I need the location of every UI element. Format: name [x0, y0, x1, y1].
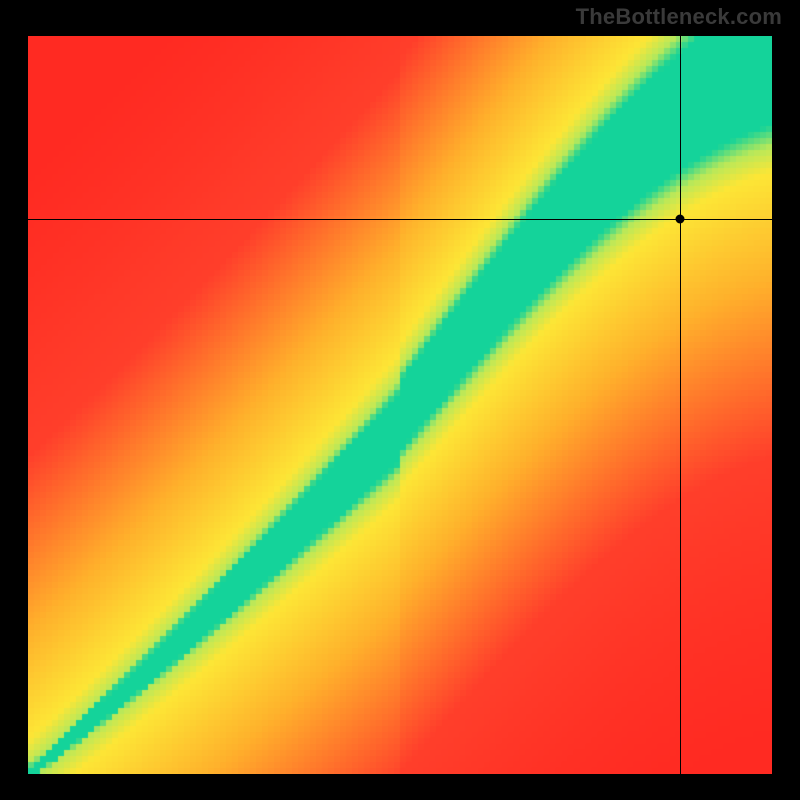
heatmap-canvas — [28, 36, 772, 774]
plot-area — [28, 36, 772, 774]
watermark-text: TheBottleneck.com — [576, 4, 782, 30]
crosshair-horizontal — [28, 219, 772, 220]
crosshair-vertical — [680, 36, 681, 774]
crosshair-marker — [676, 215, 685, 224]
